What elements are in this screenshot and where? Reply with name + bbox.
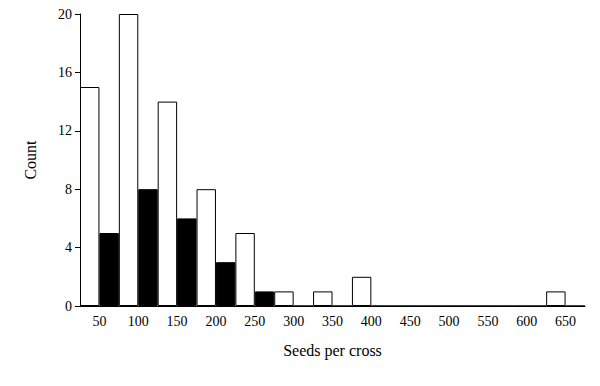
svg-text:650: 650 [555, 314, 576, 329]
svg-text:20: 20 [58, 7, 72, 22]
svg-text:150: 150 [167, 314, 188, 329]
svg-text:16: 16 [58, 65, 72, 80]
svg-text:250: 250 [244, 314, 265, 329]
svg-text:8: 8 [65, 182, 72, 197]
svg-text:4: 4 [65, 240, 72, 255]
svg-text:50: 50 [92, 314, 106, 329]
svg-text:12: 12 [58, 123, 72, 138]
svg-text:500: 500 [439, 314, 460, 329]
svg-text:Seeds per cross: Seeds per cross [283, 342, 382, 360]
svg-text:350: 350 [322, 314, 343, 329]
svg-text:100: 100 [128, 314, 149, 329]
svg-text:450: 450 [400, 314, 421, 329]
svg-text:300: 300 [283, 314, 304, 329]
svg-text:200: 200 [205, 314, 226, 329]
svg-text:400: 400 [361, 314, 382, 329]
svg-text:550: 550 [477, 314, 498, 329]
svg-text:Count: Count [22, 140, 39, 180]
svg-text:0: 0 [65, 299, 72, 314]
svg-text:600: 600 [516, 314, 537, 329]
